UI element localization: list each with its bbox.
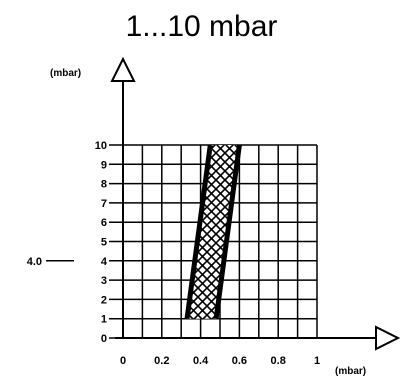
x-tick-labels: 0 0.2 0.4 0.6 0.8 1 [120,355,320,367]
hatched-band [187,145,240,319]
y-tick-label: 0 [101,333,107,345]
y-tick-label: 5 [101,237,107,249]
y-tick-label: 1 [101,314,107,326]
y-tick-label: 6 [101,217,107,229]
y-tick-label: 4 [101,256,108,268]
x-tick-label: 0.6 [232,355,247,367]
x-tick-label: 0.2 [154,355,169,367]
annotation-label: 4.0 [27,256,42,268]
x-tick-label: 0.8 [271,355,286,367]
y-tick-label: 10 [95,140,107,152]
x-axis-unit-label: (mbar) [335,366,366,377]
y-tick-label: 2 [101,294,107,306]
y-axis-arrow-icon [110,56,136,82]
band-upper-edge [213,144,242,320]
x-axis-arrow-icon [375,325,401,351]
y-tick-label: 7 [101,198,107,210]
y-tick-label: 9 [101,159,107,171]
y-tick-labels: 0 1 2 3 4 5 6 7 8 9 10 [95,140,108,345]
chart-title: 1...10 mbar [125,10,278,43]
y-axis-unit-label: (mbar) [50,68,81,79]
x-tick-label: 0 [120,355,126,367]
x-tick-label: 1 [314,355,320,367]
band-lower-edge [184,144,213,320]
x-tick-label: 0.4 [193,355,209,367]
y-tick-label: 8 [101,179,107,191]
y-tick-label: 3 [101,275,107,287]
